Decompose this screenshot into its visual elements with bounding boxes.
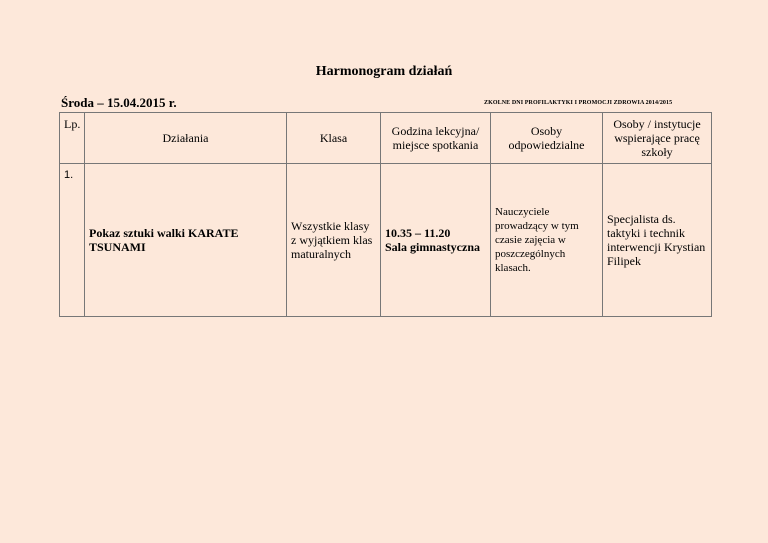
cell-lp: 1. <box>59 163 85 317</box>
cell-godzina: 10.35 – 11.20 Sala gimnastyczna <box>380 163 491 317</box>
cell-wspierajace: Specjalista ds. taktyki i technik interw… <box>602 163 712 317</box>
cell-dzialania: Pokaz sztuki walki KARATE TSUNAMI <box>84 163 287 317</box>
location: Sala gimnastyczna <box>385 240 481 254</box>
header-klasa: Klasa <box>286 112 381 164</box>
header-odpowiedzialne: Osoby odpowiedzialne <box>490 112 603 164</box>
table-row: 1. Pokaz sztuki walki KARATE TSUNAMI Wsz… <box>59 163 712 317</box>
date-line: Środa – 15.04.2015 r. <box>61 95 177 110</box>
document-subtitle: ZKOLNE DNI PROFILAKTYKI I PROMOCJI ZDROW… <box>484 100 673 106</box>
schedule-table: Lp. Działania Klasa Godzina lekcyjna/ mi… <box>59 112 712 317</box>
document-title: Harmonogram działań <box>315 64 453 79</box>
cell-klasa: Wszystkie klasy z wyjątkiem klas matural… <box>286 163 381 317</box>
header-lp: Lp. <box>59 112 85 164</box>
header-godzina: Godzina lekcyjna/ miejsce spotkania <box>380 112 491 164</box>
table-header-row: Lp. Działania Klasa Godzina lekcyjna/ mi… <box>59 112 712 164</box>
header-wspierajace: Osoby / instytucje wspierające pracę szk… <box>602 112 712 164</box>
header-dzialania: Działania <box>84 112 287 164</box>
cell-odpowiedzialne: Nauczyciele prowadzący w tym czasie zaję… <box>490 163 603 317</box>
time-range: 10.35 – 11.20 <box>385 226 451 240</box>
